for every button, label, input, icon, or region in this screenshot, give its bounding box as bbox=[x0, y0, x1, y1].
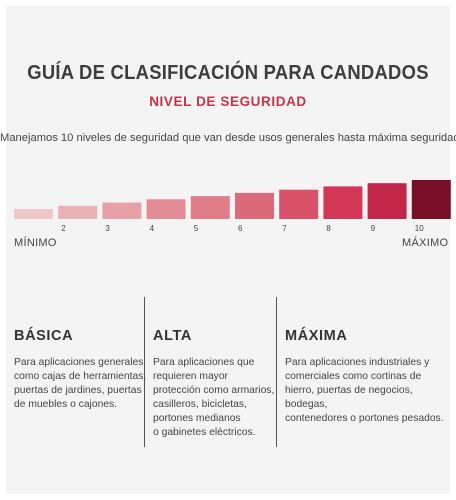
guide-panel bbox=[6, 6, 450, 494]
tick-label-6: 6 bbox=[238, 224, 243, 233]
min-label: MÍNIMO bbox=[14, 237, 57, 249]
page-subtitle: NIVEL DE SEGURIDAD bbox=[149, 94, 307, 109]
level-high-description: Para aplicaciones que requieren mayor pr… bbox=[153, 357, 275, 438]
tick-label-7: 7 bbox=[282, 224, 287, 233]
level-bar-1 bbox=[14, 209, 53, 219]
level-bar-7 bbox=[279, 189, 319, 219]
tick-label-8: 8 bbox=[326, 224, 331, 233]
page-title: GUÍA DE CLASIFICACIÓN PARA CANDADOS bbox=[27, 62, 429, 84]
level-max-description: Para aplicaciones industriales y comerci… bbox=[285, 357, 444, 424]
level-basic-description: Para aplicaciones generales como cajas d… bbox=[14, 357, 147, 410]
tick-label-9: 9 bbox=[371, 224, 376, 233]
intro-text: Manejamos 10 niveles de seguridad que va… bbox=[0, 132, 456, 144]
level-bar-3 bbox=[102, 202, 142, 219]
tick-label-10: 10 bbox=[415, 224, 424, 233]
tick-label-3: 3 bbox=[105, 224, 110, 233]
level-bar-9 bbox=[367, 183, 407, 219]
tick-label-2: 2 bbox=[61, 224, 66, 233]
tick-label-5: 5 bbox=[194, 224, 199, 233]
tick-label-4: 4 bbox=[150, 224, 155, 233]
level-high-title: ALTA bbox=[153, 328, 192, 344]
max-label: MÁXIMO bbox=[402, 237, 449, 249]
column-divider bbox=[144, 297, 145, 447]
security-level-chart: 2 3 4 5 6 7 8 9 10 bbox=[14, 180, 451, 233]
level-max-title: MÁXIMA bbox=[285, 328, 348, 344]
level-bar-5 bbox=[190, 196, 230, 219]
level-bar-8 bbox=[323, 186, 363, 219]
level-bar-2 bbox=[58, 205, 98, 219]
level-bar-6 bbox=[235, 192, 274, 219]
column-divider bbox=[276, 297, 277, 447]
level-bar-4 bbox=[146, 199, 186, 219]
level-basic-title: BÁSICA bbox=[14, 328, 74, 344]
level-bar-10 bbox=[411, 180, 451, 219]
